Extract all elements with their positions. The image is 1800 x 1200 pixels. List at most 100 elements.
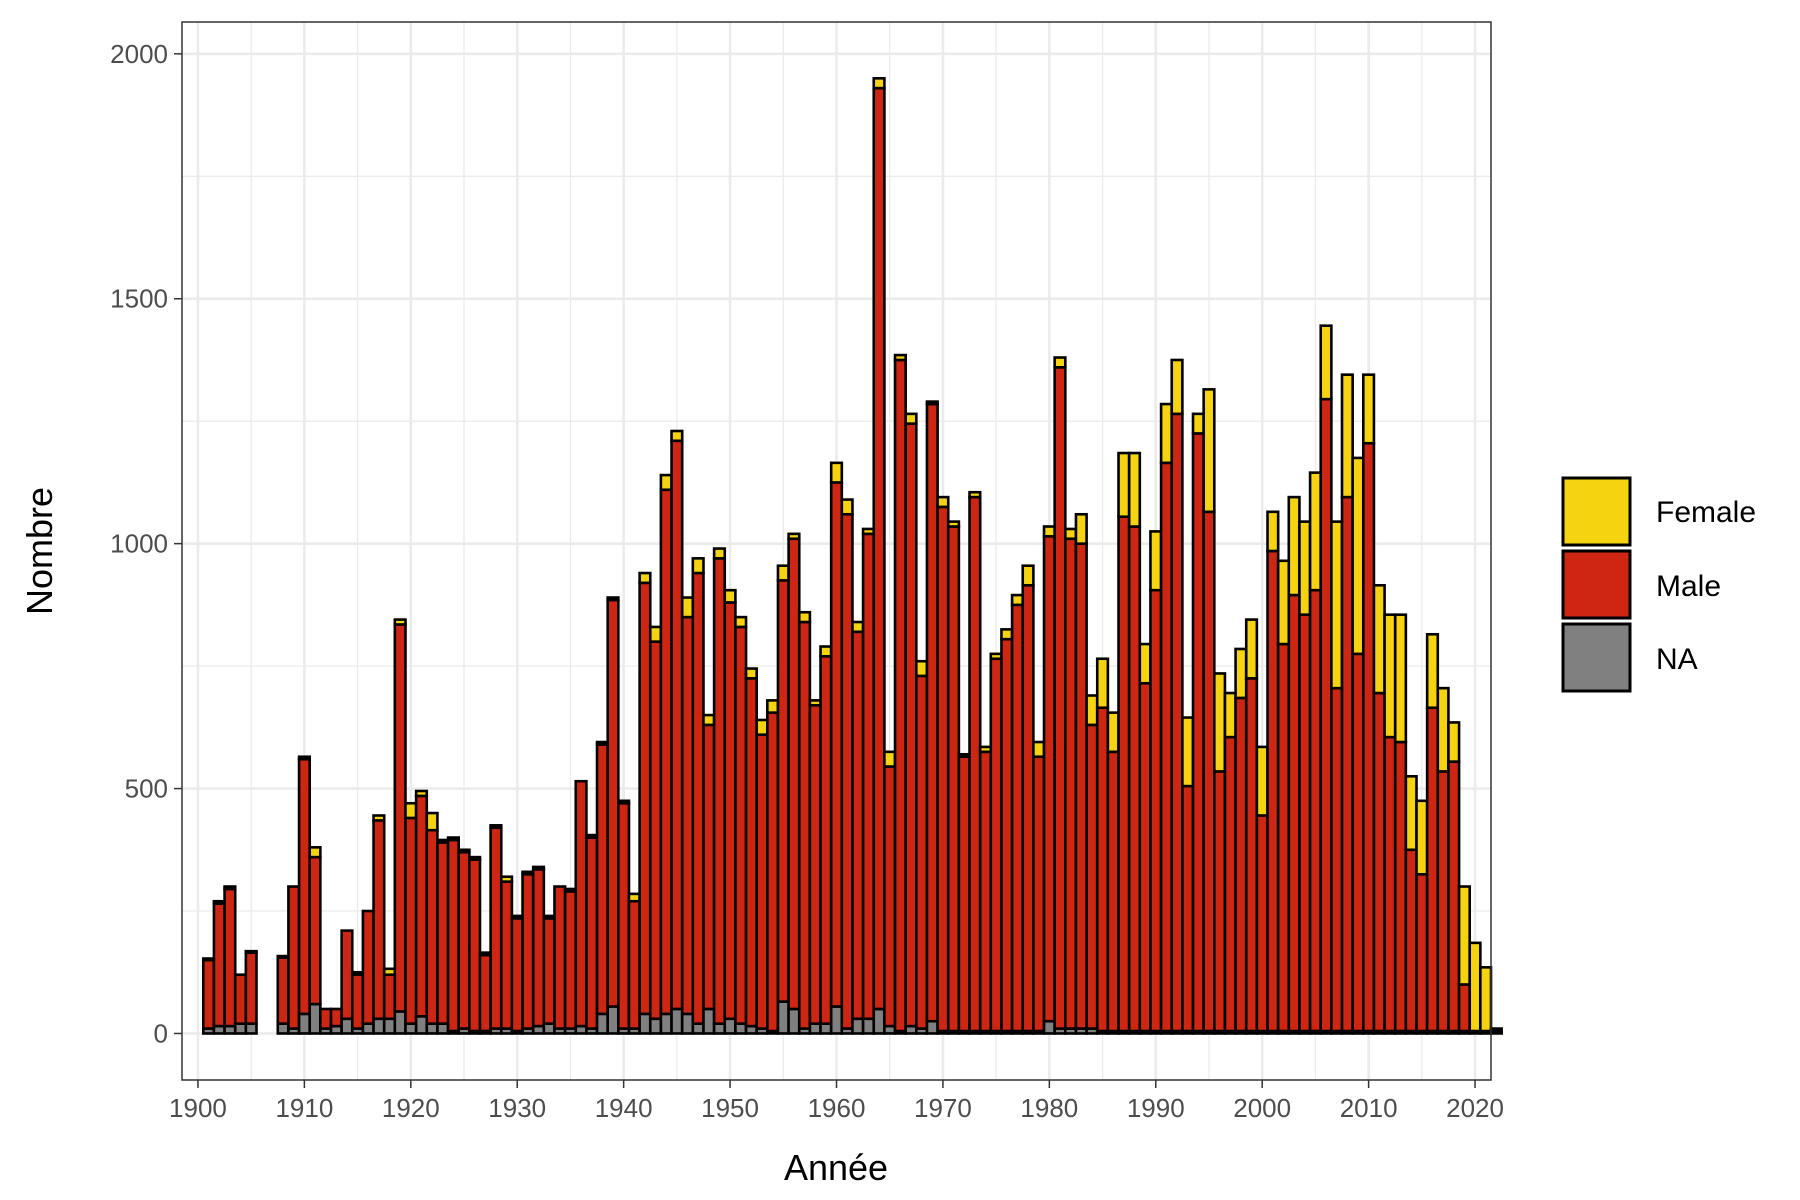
bar-female-1910 [297,755,312,761]
x-tick-label: 1990 [1127,1093,1185,1123]
bar-na-1920 [404,1022,418,1035]
bar-female-2016 [1425,632,1440,710]
bar-na-1908 [276,1022,290,1035]
bar-female-1946 [680,596,695,619]
bar-male-1946 [680,615,695,1016]
bar-na-1933 [542,1022,556,1035]
bar-female-1983 [1074,512,1088,545]
bar-male-1902 [212,902,226,1028]
bar-female-1932 [531,865,546,871]
bar-female-1950 [723,588,737,604]
bar-female-1902 [212,899,226,905]
bar-female-1994 [1191,412,1205,435]
bar-male-1994 [1191,432,1205,1033]
bar-na-1919 [393,1010,407,1035]
bar-female-1929 [499,875,514,883]
bar-male-2014 [1404,848,1418,1033]
bar-female-1999 [1244,618,1259,680]
bar-male-1940 [617,801,631,1030]
bar-male-1982 [1064,537,1078,1030]
bar-female-1986 [1106,711,1120,754]
bar-male-1973 [968,495,982,1033]
bar-female-1974 [978,745,993,754]
bar-female-1926 [468,855,482,861]
bar-female-1984 [1085,694,1099,727]
legend-swatch-na [1561,622,1632,693]
bar-male-1999 [1244,677,1259,1033]
bar-female-1969 [925,400,939,406]
bar-male-1971 [946,525,961,1033]
bar-na-1963 [861,1017,876,1035]
bar-male-1939 [606,598,620,1008]
bar-male-1916 [361,909,375,1025]
bar-male-1903 [223,887,237,1028]
bar-male-1949 [712,557,727,1025]
bar-female-1971 [946,520,961,528]
bar-na-1960 [829,1005,844,1035]
bar-male-1984 [1085,723,1099,1030]
y-tick-label: 500 [125,774,168,804]
bar-female-1980 [1042,525,1056,538]
bar-male-1943 [648,640,663,1021]
bar-female-2018 [1447,721,1461,763]
bar-male-1996 [1213,770,1227,1033]
bar-female-1928 [489,823,503,830]
bar-female-2004 [1298,520,1312,616]
bar-female-1998 [1234,647,1248,700]
bar-female-2002 [1276,559,1291,646]
bar-female-1968 [915,659,929,678]
bar-male-1952 [744,677,758,1028]
bar-na-1938 [595,1012,609,1035]
bar-female-1908 [276,954,290,959]
legend-item-male: Male [1561,549,1721,620]
bar-female-1992 [1170,358,1184,416]
bar-female-2006 [1319,324,1333,401]
bar-female-1975 [989,652,1003,661]
bar-male-1938 [595,743,609,1016]
bar-male-1934 [553,885,567,1030]
x-tick-label: 1910 [275,1093,333,1123]
bar-female-2001 [1266,510,1280,553]
bar-male-1909 [287,885,301,1030]
bar-male-1976 [1000,637,1014,1033]
bar-na-1923 [436,1022,450,1035]
bar-male-1933 [542,917,556,1025]
bar-male-1924 [446,838,460,1033]
bar-na-1939 [606,1005,620,1035]
bar-female-1943 [648,625,663,643]
bar-na-1904 [233,1022,248,1035]
bar-female-1981 [1053,356,1067,369]
bar-female-2022 [1489,1027,1503,1033]
bar-male-2010 [1361,441,1376,1033]
bar-female-1915 [350,970,365,976]
bar-female-2011 [1372,583,1386,695]
bar-male-1936 [574,779,588,1028]
bar-female-1963 [861,527,876,536]
bar-male-2008 [1340,495,1354,1033]
bar-female-1931 [521,870,535,876]
bar-male-1947 [691,571,705,1025]
bar-male-1904 [233,973,248,1025]
bar-male-1957 [797,620,812,1030]
bar-male-1987 [1117,515,1131,1033]
bar-male-2019 [1457,983,1472,1033]
bar-male-2015 [1415,872,1429,1033]
bar-male-1931 [521,872,535,1030]
bar-male-1995 [1202,510,1216,1033]
bar-male-1953 [755,733,769,1030]
legend-label-male: Male [1656,570,1721,603]
bar-female-1957 [797,610,812,624]
bar-male-1915 [350,973,365,1030]
bar-female-1959 [819,645,833,658]
bar-na-1905 [244,1022,258,1035]
bar-female-1901 [201,957,216,962]
bar-female-2015 [1415,799,1429,876]
bar-female-1955 [776,564,790,582]
bar-male-1977 [1010,603,1025,1033]
bar-male-1944 [659,488,673,1016]
bar-female-1925 [457,848,471,854]
legend-swatch-female [1561,476,1632,547]
bar-male-2006 [1319,397,1333,1033]
bar-male-2003 [1287,593,1301,1033]
